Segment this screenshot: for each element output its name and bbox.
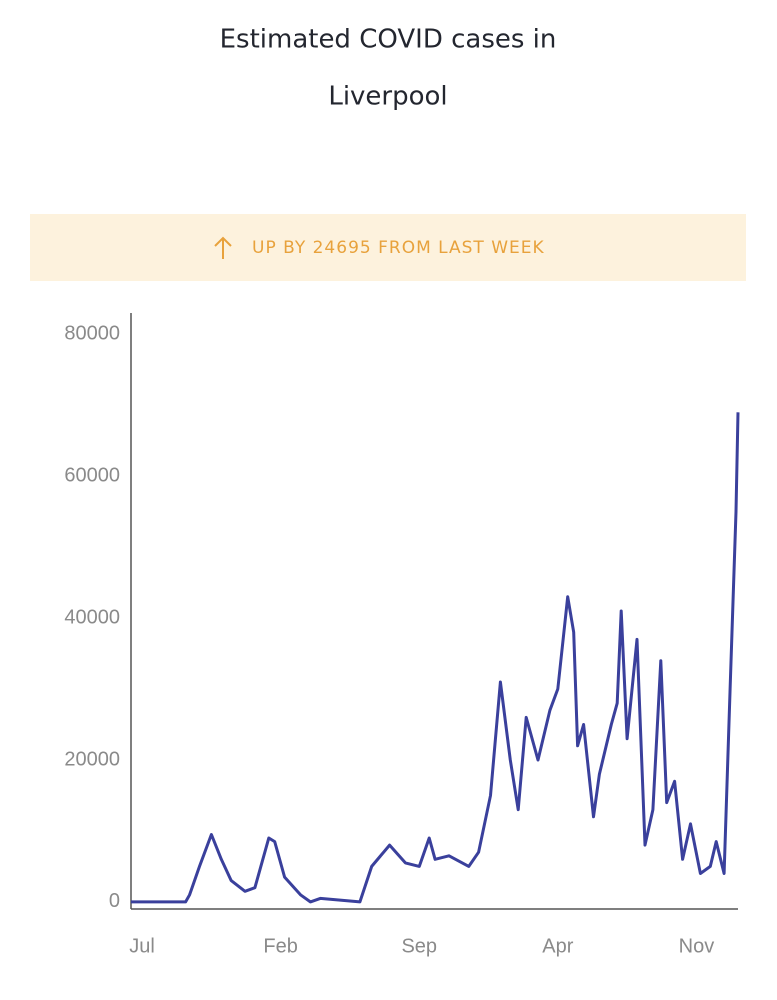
y-tick-label: 80000 <box>64 323 120 345</box>
data-line <box>131 412 740 904</box>
x-tick-label: Jul <box>129 935 155 957</box>
x-tick-label: Nov <box>679 935 715 957</box>
x-tick-label: Sep <box>401 935 437 957</box>
x-tick-label: Feb <box>263 935 297 957</box>
up-arrow-icon <box>214 236 232 259</box>
banner-text: UP BY 24695 FROM LAST WEEK <box>252 238 545 258</box>
y-tick-label: 60000 <box>64 464 120 486</box>
chart-title: Estimated COVID cases in <box>220 25 557 55</box>
y-tick-label: 20000 <box>64 748 120 770</box>
x-tick-label: Apr <box>542 935 573 957</box>
y-tick-label: 40000 <box>64 606 120 628</box>
y-tick-label: 0 <box>109 890 120 912</box>
chart-title: Liverpool <box>328 82 447 112</box>
banner <box>30 214 746 281</box>
